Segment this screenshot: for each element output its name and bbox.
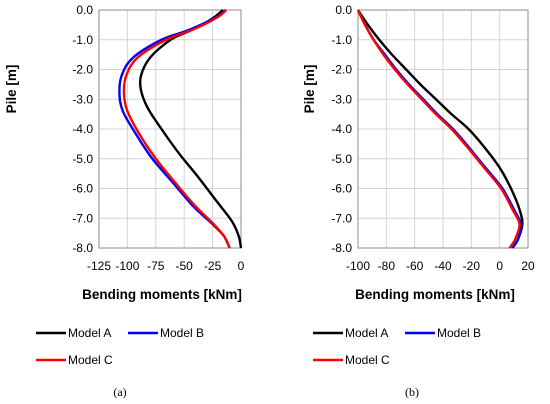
- y-tick-label: -3.0: [331, 92, 352, 106]
- y-tick-label: 0.0: [76, 3, 93, 17]
- x-tick-label: -60: [406, 259, 424, 273]
- series-line-model-a: [357, 9, 524, 249]
- x-axis-title: Bending moments [kNm]: [355, 287, 515, 302]
- plot-frame: [357, 9, 529, 249]
- y-tick-label: -1.0: [72, 33, 93, 47]
- y-tick-label: -4.0: [72, 122, 93, 136]
- plot-frame: [98, 9, 242, 249]
- x-tick-label: -20: [463, 259, 481, 273]
- x-tick-label: 0: [238, 259, 245, 273]
- y-tick-label: 0.0: [335, 3, 352, 17]
- x-tick-label: -40: [434, 259, 452, 273]
- y-tick-label: -1.0: [331, 33, 352, 47]
- panel-label: (b): [405, 385, 419, 399]
- y-axis-title: Pile [m]: [4, 65, 19, 114]
- y-tick-label: -3.0: [72, 92, 93, 106]
- y-tick-label: -7.0: [72, 211, 93, 225]
- legend-entry: Model C: [345, 353, 390, 367]
- x-tick-label: -75: [147, 259, 165, 273]
- x-tick-label: -25: [204, 259, 222, 273]
- series-line-model-c: [356, 9, 521, 249]
- y-tick-label: -8.0: [331, 241, 352, 255]
- x-tick-label: -125: [87, 259, 111, 273]
- x-tick-label: -80: [378, 259, 396, 273]
- legend-entry: Model A: [68, 326, 111, 340]
- x-tick-label: 0: [496, 259, 503, 273]
- y-tick-label: -5.0: [331, 152, 352, 166]
- x-axis-title: Bending moments [kNm]: [82, 287, 242, 302]
- y-tick-label: -5.0: [72, 152, 93, 166]
- x-tick-label: -100: [115, 259, 139, 273]
- y-tick-label: -6.0: [331, 182, 352, 196]
- y-tick-label: -6.0: [72, 182, 93, 196]
- legend-entry: Model B: [160, 326, 204, 340]
- x-tick-label: -100: [346, 259, 370, 273]
- y-axis-title: Pile [m]: [302, 65, 317, 114]
- legend-entry: Model C: [68, 353, 113, 367]
- y-tick-label: -2.0: [331, 63, 352, 77]
- y-tick-label: -7.0: [331, 211, 352, 225]
- series-line-model-c: [122, 9, 231, 249]
- chart-b: 0.0-1.0-2.0-3.0-4.0-5.0-6.0-7.0-8.0-100-…: [302, 3, 535, 399]
- y-tick-label: -2.0: [72, 63, 93, 77]
- x-tick-label: -50: [176, 259, 194, 273]
- chart-a: 0.0-1.0-2.0-3.0-4.0-5.0-6.0-7.0-8.0-125-…: [4, 3, 245, 399]
- x-tick-label: 20: [521, 259, 535, 273]
- y-tick-label: -8.0: [72, 241, 93, 255]
- legend-entry: Model B: [437, 326, 481, 340]
- y-tick-label: -4.0: [331, 122, 352, 136]
- panel-label: (a): [113, 385, 126, 399]
- legend-entry: Model A: [345, 326, 388, 340]
